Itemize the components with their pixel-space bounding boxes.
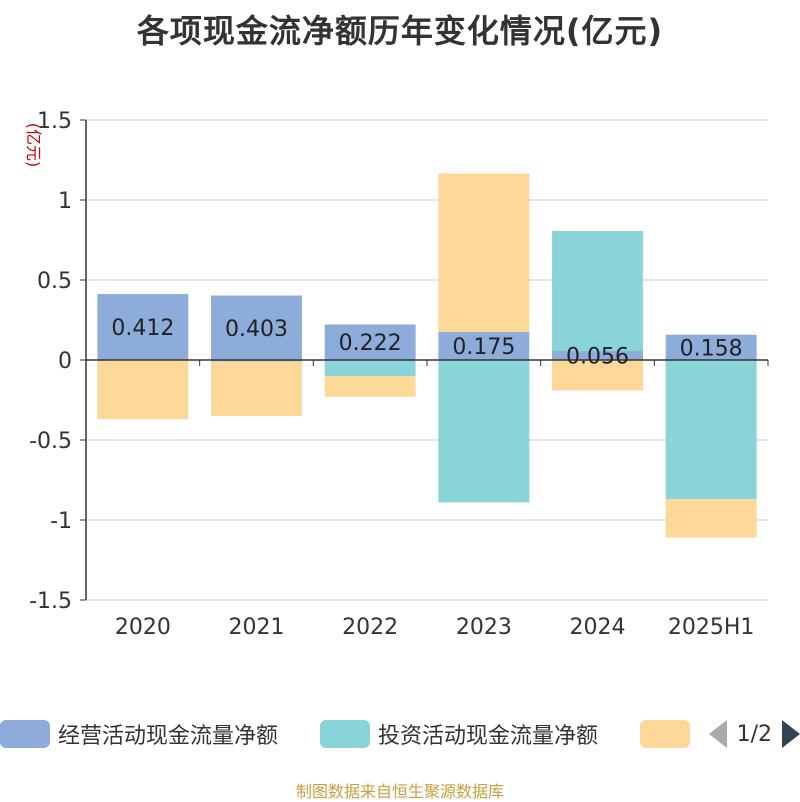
legend-label-operating: 经营活动现金流量净额	[58, 724, 279, 749]
bar-2-2023[interactable]	[438, 173, 530, 332]
bar-0-2025H1[interactable]	[665, 334, 757, 360]
bar-0-2023[interactable]	[438, 332, 530, 360]
bar-0-2021[interactable]	[211, 295, 302, 360]
data-label: 0.175	[452, 335, 515, 360]
x-tick-label: 2021	[229, 615, 285, 640]
x-tick-label: 2022	[342, 615, 398, 640]
data-label: 0.403	[225, 317, 288, 342]
x-tick-label: 2020	[115, 615, 171, 640]
legend: 经营活动现金流量净额 投资活动现金流量净额 1/2	[0, 716, 800, 752]
x-tick-label: 2025H1	[668, 615, 755, 640]
data-labels-layer: 0.412 0.403 0.222 0.175 0.056 0.158	[111, 316, 742, 369]
bar-1-2021[interactable]	[211, 360, 302, 362]
grid-layer	[86, 119, 768, 601]
bar-0-2020[interactable]	[97, 294, 189, 360]
bar-1-2022[interactable]	[324, 360, 416, 376]
bar-2-2025H1[interactable]	[665, 499, 757, 538]
chart-title: 各项现金流净额历年变化情况(亿元)	[136, 12, 664, 50]
legend-swatch-operating	[0, 720, 50, 748]
pager-next-icon[interactable]	[782, 720, 800, 748]
y-tick-label: -1	[50, 509, 72, 534]
legend-item-operating[interactable]: 经营活动现金流量净额	[0, 716, 278, 752]
legend-pager: 1/2	[708, 716, 800, 752]
y-tick-label: -1.5	[29, 589, 72, 614]
x-tick-label: 2023	[456, 615, 512, 640]
bars-layer	[97, 173, 757, 538]
data-label: 0.222	[339, 331, 402, 356]
legend-swatch-investing	[320, 720, 370, 748]
y-tick-label: -0.5	[29, 429, 72, 454]
y-tick-label: 0.5	[37, 269, 72, 294]
source-note: 制图数据来自恒生聚源数据库	[295, 782, 504, 801]
y-axis-unit-label: (亿元)	[24, 123, 43, 168]
legend-swatch-financing	[640, 720, 690, 748]
pager-text: 1/2	[736, 721, 772, 747]
data-label: 0.412	[111, 316, 174, 341]
y-tick-label: 0	[58, 349, 72, 374]
bar-1-2025H1[interactable]	[665, 360, 757, 500]
bar-2-2024[interactable]	[552, 360, 643, 391]
bar-2-2021[interactable]	[211, 361, 302, 416]
bar-2-2020[interactable]	[97, 360, 189, 420]
bar-1-2024[interactable]	[552, 231, 643, 352]
data-label: 0.056	[566, 345, 629, 370]
y-tick-label: 1	[58, 189, 72, 214]
y-tick-label: 1.5	[37, 109, 72, 134]
pager-prev-icon[interactable]	[708, 720, 727, 748]
bar-0-2022[interactable]	[324, 324, 416, 360]
x-tick-label: 2024	[570, 615, 626, 640]
axis-layer: 1.5 1 0.5 0 -0.5 -1 -1.5 2020 2021 2022 2023 2024 20…	[29, 109, 769, 640]
legend-item-investing[interactable]: 投资活动现金流量净额	[320, 716, 598, 752]
legend-label-investing: 投资活动现金流量净额	[378, 724, 599, 749]
bar-1-2023[interactable]	[438, 360, 530, 503]
bar-0-2024[interactable]	[552, 351, 643, 360]
legend-item-financing[interactable]	[640, 716, 698, 752]
bar-2-2022[interactable]	[324, 376, 416, 397]
data-label: 0.158	[680, 336, 743, 361]
